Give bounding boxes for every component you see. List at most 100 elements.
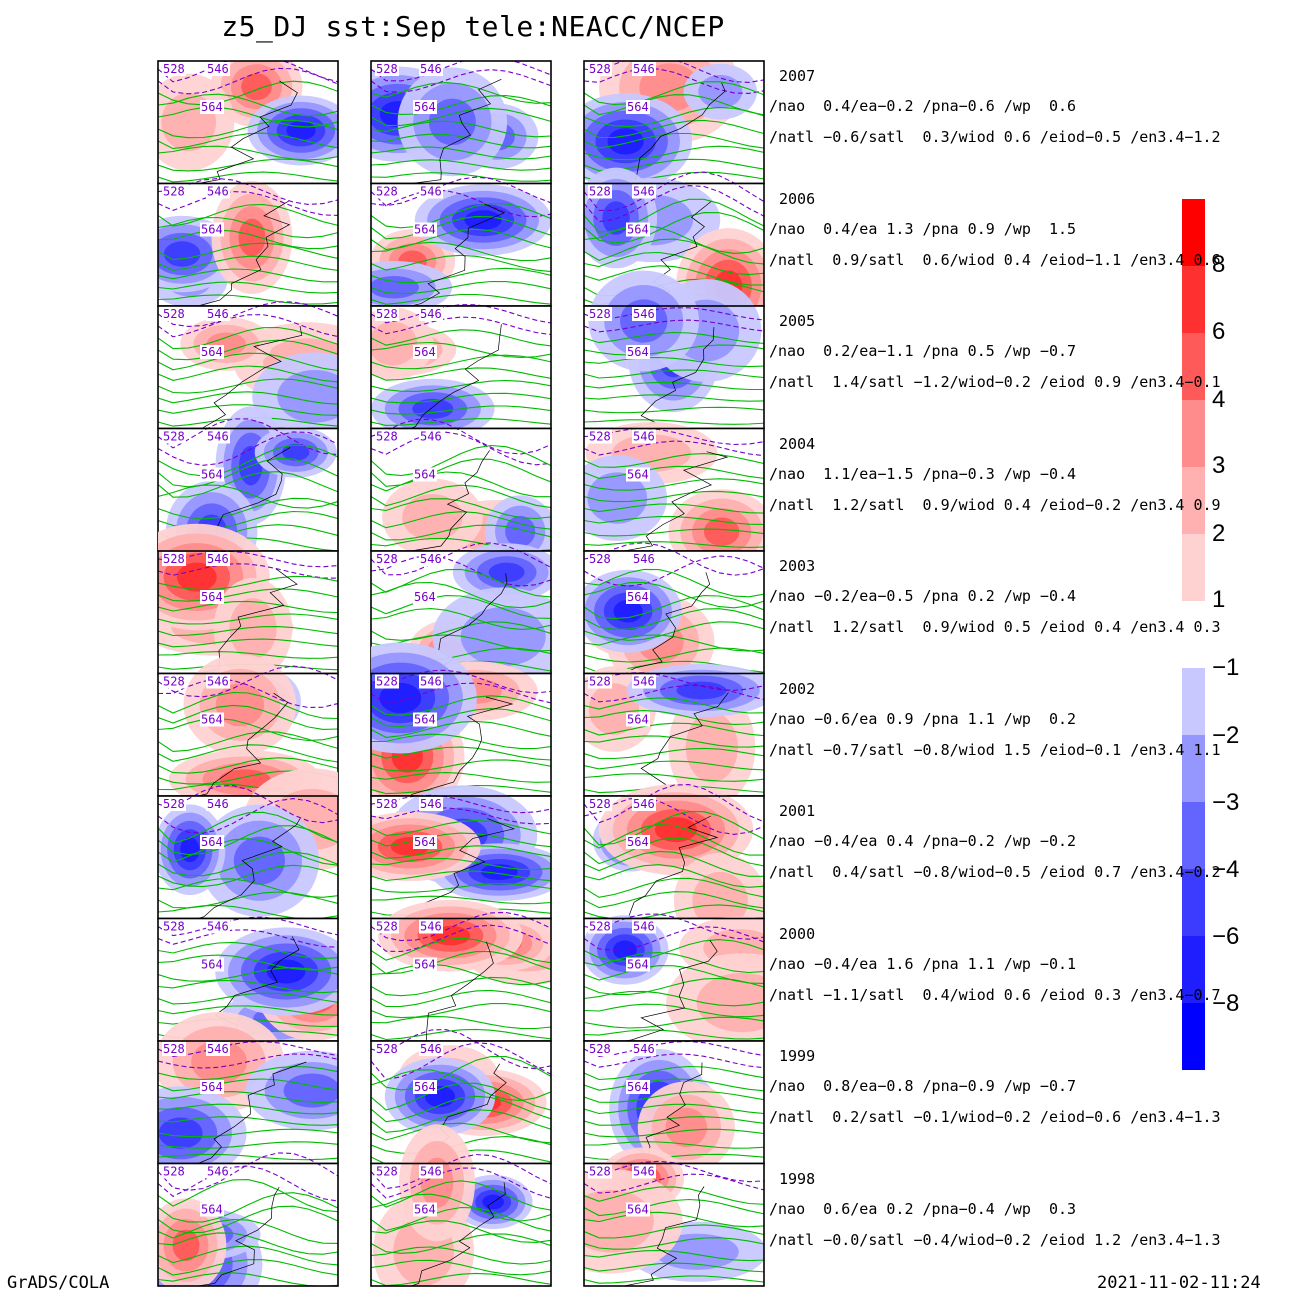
contour-label: 528 xyxy=(163,1042,185,1056)
coastline xyxy=(623,82,726,184)
contour-label: 546 xyxy=(207,185,229,199)
contour-label: 528 xyxy=(376,1165,398,1179)
contour-label: 564 xyxy=(414,468,436,482)
colorbar-label: 2 xyxy=(1212,520,1226,547)
colorbar-segment xyxy=(1182,802,1205,869)
height-contours xyxy=(371,304,551,426)
map-panel: 528 546 564 xyxy=(157,1012,339,1181)
coastline xyxy=(197,1186,280,1287)
contour-label: 546 xyxy=(633,920,655,934)
panel-year: 2004 xyxy=(779,434,816,453)
contour-label: 546 xyxy=(633,1165,655,1179)
panel-year: 2000 xyxy=(779,924,816,943)
panel-year: 2003 xyxy=(779,557,816,575)
map-panel: 528 546 564 xyxy=(157,60,339,185)
contour-label: 546 xyxy=(420,430,442,444)
map-panel: 528 546 564 xyxy=(370,418,552,568)
colorbar-label: 3 xyxy=(1212,452,1226,479)
contour-label: 564 xyxy=(627,345,649,359)
panel-year: 2005 xyxy=(779,312,816,330)
colorbar-label: −1 xyxy=(1212,654,1240,681)
height-contours xyxy=(584,672,764,794)
contour-label: 546 xyxy=(420,552,442,566)
height-contours xyxy=(158,1152,338,1286)
colorbar-label: 1 xyxy=(1212,586,1226,613)
map-panel: 528 546 564 xyxy=(370,60,552,185)
height-contours xyxy=(371,669,551,795)
anomaly-shading xyxy=(158,61,338,171)
height-contours xyxy=(158,177,338,305)
contour-label: 564 xyxy=(414,713,436,727)
coastline xyxy=(411,941,494,1042)
sst-indices: /natl −0.7/satl −0.8/wiod 1.5 /eiod−0.1 … xyxy=(769,740,1221,759)
contour-label: 564 xyxy=(201,835,223,849)
contour-label: 564 xyxy=(201,223,223,237)
contour-label: 564 xyxy=(201,100,223,114)
height-contours xyxy=(584,427,764,548)
map-panel: 528 546 564 xyxy=(583,270,765,430)
contour-label: 546 xyxy=(420,797,442,811)
contour-label: 528 xyxy=(376,797,398,811)
contour-label: 528 xyxy=(376,185,398,199)
height-contours xyxy=(584,784,764,920)
coastline xyxy=(410,203,505,307)
contour-label: 564 xyxy=(627,1203,649,1217)
contour-label: 528 xyxy=(589,920,611,934)
coastline xyxy=(410,1182,506,1287)
colorbar-segment xyxy=(1182,400,1205,467)
coastline xyxy=(623,1186,705,1287)
contour-label: 564 xyxy=(414,835,436,849)
colorbar-segment xyxy=(1182,668,1205,735)
teleconnection-indices: /nao −0.4/ea 1.6 /pna 1.1 /wp −0.1 xyxy=(769,954,1077,973)
contour-label: 546 xyxy=(207,1165,229,1179)
coastline xyxy=(410,324,502,429)
contour-label: 564 xyxy=(627,713,649,727)
teleconnection-indices: /nao 0.6/ea 0.2 /pna−0.4 /wp 0.3 xyxy=(769,1199,1077,1218)
contour-label: 528 xyxy=(589,552,611,566)
map-panel: 528 546 564 xyxy=(583,60,765,190)
contour-label: 546 xyxy=(633,797,655,811)
colorbar-label: −6 xyxy=(1212,923,1240,950)
map-panel: 528 546 564 xyxy=(583,1040,765,1174)
anomaly-shading xyxy=(584,569,715,689)
height-contours xyxy=(584,913,764,1040)
colorbar-segment xyxy=(1182,333,1205,400)
map-panel: 528 546 564 xyxy=(583,663,765,806)
height-contours xyxy=(371,418,551,552)
height-contours xyxy=(584,307,764,425)
height-contours xyxy=(371,911,551,1041)
colorbar-label: −4 xyxy=(1212,856,1240,883)
contour-label: 546 xyxy=(207,920,229,934)
contour-label: 528 xyxy=(376,307,398,321)
map-panel: 528 546 564 xyxy=(157,177,339,308)
colorbar-label: −8 xyxy=(1212,990,1240,1017)
map-panel: 528 546 564 xyxy=(583,542,765,689)
teleconnection-indices: /nao 0.8/ea−0.8 /pna−0.9 /wp −0.7 xyxy=(769,1077,1077,1095)
footer-timestamp: 2021-11-02-11:24 xyxy=(1097,1273,1261,1293)
contour-label: 564 xyxy=(414,345,436,359)
panel-year: 1998 xyxy=(779,1169,816,1188)
height-contours xyxy=(371,1153,551,1286)
contour-label: 546 xyxy=(420,62,442,76)
contour-label: 546 xyxy=(633,62,655,76)
coastline xyxy=(623,327,715,429)
height-contours xyxy=(158,418,338,552)
sst-indices: /natl 1.2/satl 0.9/wiod 0.5 /eiod 0.4 /e… xyxy=(769,618,1221,636)
contour-label: 564 xyxy=(201,345,223,359)
coastline xyxy=(623,815,719,919)
coastline xyxy=(197,692,289,797)
colorbar xyxy=(1182,199,1205,1070)
contour-label: 564 xyxy=(627,835,649,849)
contour-label: 528 xyxy=(163,797,185,811)
contour-label: 564 xyxy=(414,223,436,237)
contour-label: 564 xyxy=(201,1203,223,1217)
colorbar-label: −3 xyxy=(1212,789,1240,816)
contour-label: 564 xyxy=(627,590,649,604)
teleconnection-indices: /nao 0.4/ea 1.3 /pna 0.9 /wp 1.5 xyxy=(769,219,1077,238)
teleconnection-indices: /nao 1.1/ea−1.5 /pna−0.3 /wp −0.4 xyxy=(769,464,1077,483)
panel-year: 2002 xyxy=(779,679,816,698)
coastline xyxy=(410,696,514,797)
sst-indices: /natl −0.0/satl −0.4/wiod−0.2 /eiod 1.2 … xyxy=(769,1230,1221,1249)
panel-year: 2001 xyxy=(779,802,816,820)
